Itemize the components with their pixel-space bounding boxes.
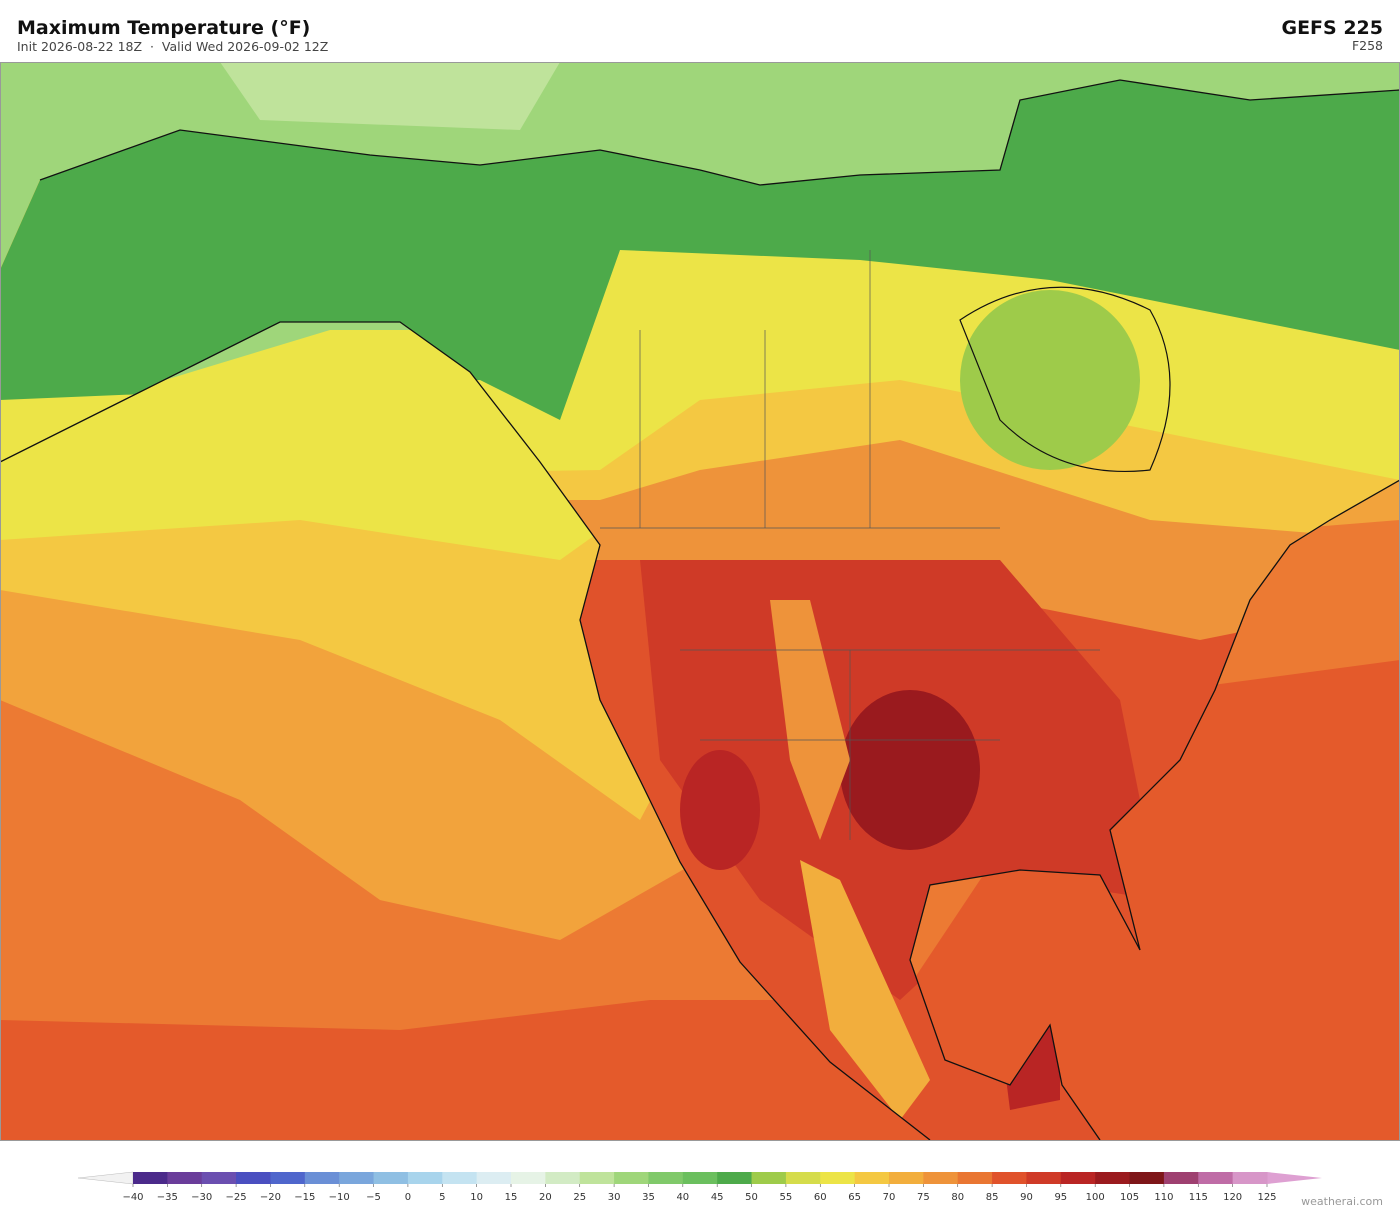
colorbar-tick-label: 45 [711, 1192, 724, 1203]
colorbar-tick-label: 75 [917, 1192, 930, 1203]
colorbar-bin [820, 1172, 856, 1184]
land-band [840, 690, 980, 850]
colorbar-bin [785, 1172, 821, 1184]
colorbar-bin [1095, 1172, 1131, 1184]
colorbar-bin [545, 1172, 581, 1184]
colorbar-tick-label: 15 [505, 1192, 518, 1203]
colorbar-tick-label: −5 [366, 1192, 381, 1203]
model-label: GEFS 225 [1281, 17, 1383, 39]
colorbar-bin [236, 1172, 271, 1184]
land-band [960, 290, 1140, 470]
map [0, 62, 1400, 1141]
colorbar-tick-label: 85 [986, 1192, 999, 1203]
colorbar-bin [751, 1172, 787, 1184]
colorbar-bin [476, 1172, 512, 1184]
colorbar-bin [682, 1172, 718, 1184]
colorbar-bin [614, 1172, 649, 1184]
colorbar-bin [923, 1172, 959, 1184]
colorbar-tick-label: 50 [745, 1192, 758, 1203]
colorbar-tick-label: 115 [1189, 1192, 1208, 1203]
colorbar: −40 −35 −30 −25 −20 −15 −10 −5 0 5 10 15 20 25 30 35 40 4… [77, 1171, 1322, 1203]
colorbar-tick-label: −40 [122, 1192, 143, 1203]
colorbar-bin [304, 1172, 340, 1184]
land-band [680, 750, 760, 870]
colorbar-bin [889, 1172, 924, 1184]
colorbar-bin [1232, 1172, 1268, 1184]
colorbar-tick-label: −10 [329, 1192, 350, 1203]
colorbar-bin [407, 1172, 443, 1184]
colorbar-tick-label: 105 [1120, 1192, 1139, 1203]
forecast-hour: F258 [1352, 38, 1383, 53]
colorbar-tick-label: −15 [294, 1192, 315, 1203]
colorbar-tick-label: 120 [1223, 1192, 1242, 1203]
colorbar-tick-label: −35 [157, 1192, 178, 1203]
colorbar-bin [339, 1172, 375, 1184]
ocean-band [220, 62, 560, 130]
colorbar-bin [511, 1172, 546, 1184]
colorbar-tick-label: 65 [848, 1192, 861, 1203]
land-band [800, 860, 930, 1120]
colorbar-tick-label: 110 [1154, 1192, 1173, 1203]
colorbar-tick-label: −25 [226, 1192, 247, 1203]
colorbar-bin [648, 1172, 684, 1184]
colorbar-tick-label: 125 [1257, 1192, 1276, 1203]
colorbar-bin [1060, 1172, 1096, 1184]
colorbar-tick-label: 60 [814, 1192, 827, 1203]
colorbar-bin [442, 1172, 478, 1184]
title: Maximum Temperature (°F) [17, 17, 310, 39]
colorbar-tick-label: 5 [439, 1192, 445, 1203]
colorbar-bin [201, 1172, 237, 1184]
colorbar-bin [717, 1172, 753, 1184]
borders [600, 250, 1100, 840]
colorbar-bin [957, 1172, 993, 1184]
colorbar-tick-label: −20 [260, 1192, 281, 1203]
colorbar-bin [854, 1172, 890, 1184]
land-band [770, 600, 850, 840]
colorbar-tick-label: 100 [1086, 1192, 1105, 1203]
colorbar-bin [1163, 1172, 1199, 1184]
colorbar-bin [270, 1172, 306, 1184]
colorbar-bin [1026, 1172, 1062, 1184]
hudson-bay [959, 286, 1171, 473]
colorbar-bin [167, 1172, 203, 1184]
colorbar-under [77, 1171, 134, 1185]
colorbar-tick-label: 25 [573, 1192, 586, 1203]
colorbar-tick-label: 55 [780, 1192, 793, 1203]
colorbar-tick-label: 40 [676, 1192, 689, 1203]
colorbar-tick-label: 20 [539, 1192, 552, 1203]
coastline [0, 79, 1400, 1141]
colorbar-tick-label: 35 [642, 1192, 655, 1203]
colorbar-tick-label: 30 [608, 1192, 621, 1203]
colorbar-tick-label: 90 [1020, 1192, 1033, 1203]
colorbar-bin [1198, 1172, 1234, 1184]
colorbar-bin [992, 1172, 1027, 1184]
colorbar-tick-label: −30 [191, 1192, 212, 1203]
colorbar-over [1267, 1172, 1322, 1184]
colorbar-bin [579, 1172, 615, 1184]
colorbar-tick-label: 10 [470, 1192, 483, 1203]
colorbar-tick-label: 70 [883, 1192, 896, 1203]
colorbar-bin [373, 1172, 409, 1184]
colorbar-tick-label: 95 [1054, 1192, 1067, 1203]
colorbar-tick-label: 80 [951, 1192, 964, 1203]
colorbar-tick-label: 0 [405, 1192, 411, 1203]
colorbar-bin [133, 1172, 168, 1184]
credit: weatherai.com [1301, 1195, 1383, 1208]
colorbar-bin [1129, 1172, 1165, 1184]
subtitle: Init 2026-08-22 18Z · Valid Wed 2026-09-… [17, 39, 328, 54]
